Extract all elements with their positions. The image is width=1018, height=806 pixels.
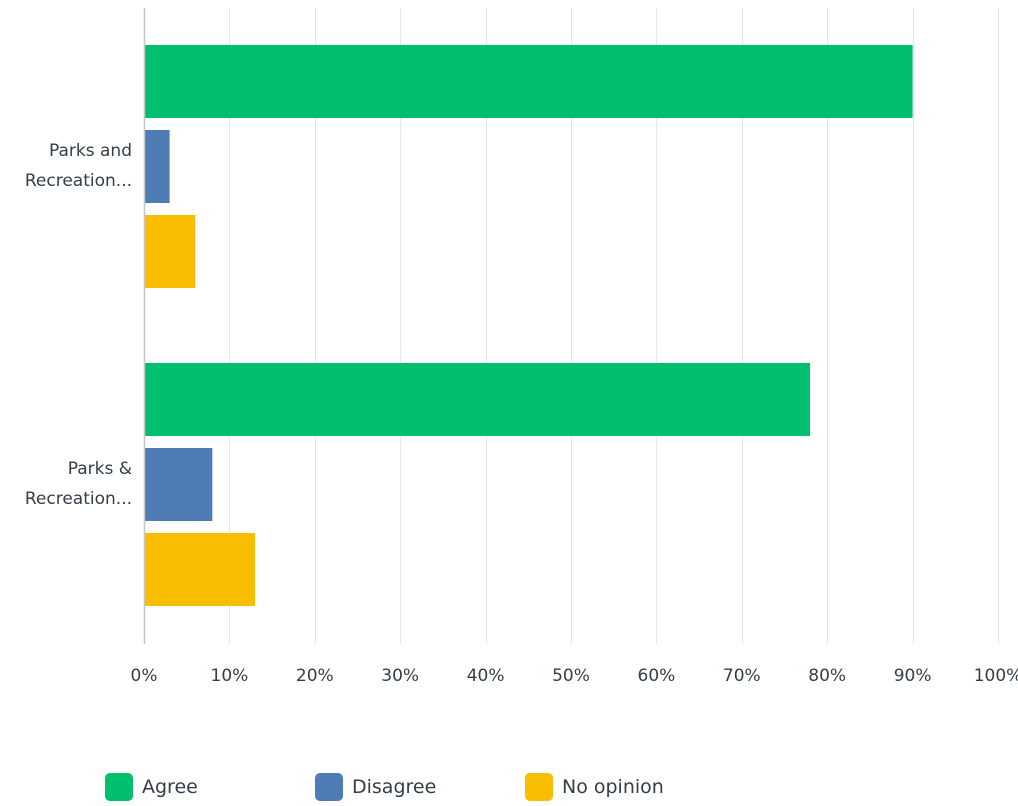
bar-disagree-2[interactable]: [144, 448, 213, 521]
legend: Agree Disagree No opinion: [105, 772, 1005, 802]
legend-swatch-disagree: [315, 773, 343, 801]
category-labels: Parks and Recreation... Parks & Recreation.…: [25, 141, 132, 509]
x-tick-label: 30%: [381, 666, 419, 686]
x-tick-label: 0%: [131, 666, 158, 686]
x-tick-label: 60%: [638, 666, 676, 686]
bars: [144, 45, 913, 606]
bar-disagree-1[interactable]: [144, 130, 170, 203]
bar-chart: Parks and Recreation... Parks & Recreation.…: [25, 8, 1018, 686]
legend-item-agree[interactable]: Agree: [105, 772, 198, 802]
x-tick-label: 100%: [974, 666, 1018, 686]
x-tick-label: 20%: [296, 666, 334, 686]
bar-agree-1[interactable]: [144, 45, 913, 118]
bar-no-opinion-2[interactable]: [144, 533, 256, 606]
legend-label-no-opinion: No opinion: [562, 776, 664, 798]
x-tick-labels: 0% 10% 20% 30% 40% 50% 60% 70% 80% 90% 100%: [131, 666, 1018, 686]
legend-item-disagree[interactable]: Disagree: [315, 772, 436, 802]
legend-swatch-no-opinion: [525, 773, 553, 801]
legend-label-disagree: Disagree: [352, 776, 437, 798]
category-label: Parks & Recreation...: [25, 459, 132, 509]
legend-label-agree: Agree: [142, 776, 198, 798]
x-tick-label: 90%: [894, 666, 932, 686]
x-tick-label: 80%: [808, 666, 846, 686]
legend-item-no-opinion[interactable]: No opinion: [525, 772, 664, 802]
x-tick-label: 50%: [552, 666, 590, 686]
bar-agree-2[interactable]: [144, 363, 811, 436]
x-tick-label: 70%: [723, 666, 761, 686]
bar-no-opinion-1[interactable]: [144, 215, 196, 288]
legend-swatch-agree: [105, 773, 133, 801]
x-tick-label: 40%: [467, 666, 505, 686]
x-tick-label: 10%: [211, 666, 249, 686]
category-label: Parks and Recreation...: [25, 141, 132, 191]
